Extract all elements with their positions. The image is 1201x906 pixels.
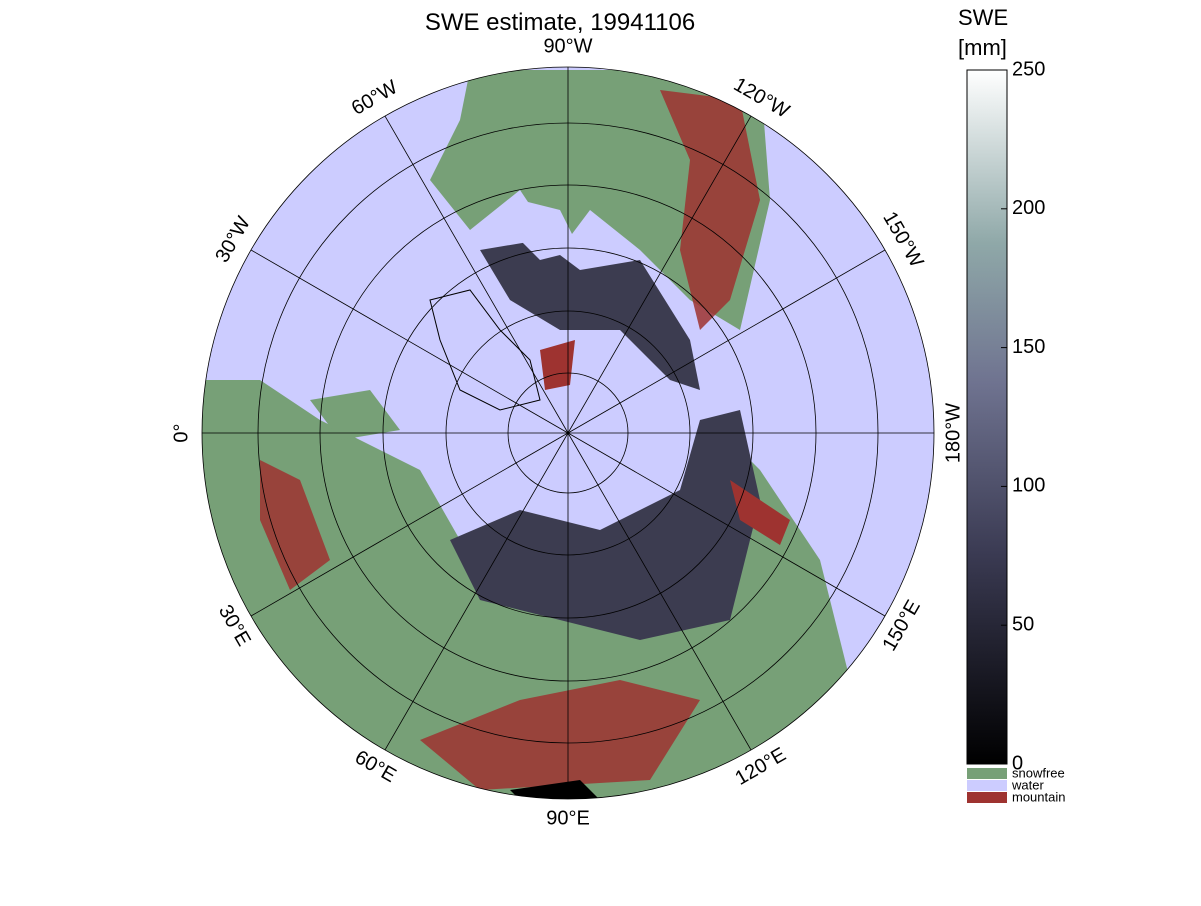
longitude-label: 180°W [942, 403, 964, 463]
colorbar-label: [mm] [958, 35, 1007, 60]
meridian [567, 432, 886, 617]
legend-swatch [967, 768, 1007, 779]
longitude-label: 90°W [543, 35, 592, 57]
meridian [384, 115, 569, 434]
colorbar-tick-label: 50 [1012, 613, 1034, 635]
legend-label: mountain [1012, 789, 1065, 804]
colorbar-tick-label: 0 [1012, 752, 1023, 774]
colorbar-tick-label: 200 [1012, 197, 1045, 219]
meridian [250, 432, 569, 617]
legend-swatch [967, 780, 1007, 791]
colorbar-tick-label: 250 [1012, 58, 1045, 80]
longitude-label: 0° [170, 423, 192, 442]
meridian [250, 249, 569, 434]
colorbar-tick-label: 150 [1012, 336, 1045, 358]
colorbar-tick-label: 100 [1012, 475, 1045, 497]
graticule [201, 66, 935, 800]
longitude-label: 90°E [546, 807, 590, 829]
legend-label: snowfree [1012, 765, 1065, 780]
colorbar [966, 69, 1008, 765]
meridian [567, 249, 886, 434]
meridian [567, 115, 752, 434]
meridian [567, 432, 752, 751]
meridian [384, 432, 569, 751]
colorbar-ticks: 0 50 100 150 200 250 [1001, 58, 1045, 774]
title: SWE estimate, 19941106 [425, 9, 695, 36]
colorbar-label: SWE [958, 5, 1008, 30]
legend-label: water [1011, 777, 1044, 792]
legend-swatch [967, 792, 1007, 803]
